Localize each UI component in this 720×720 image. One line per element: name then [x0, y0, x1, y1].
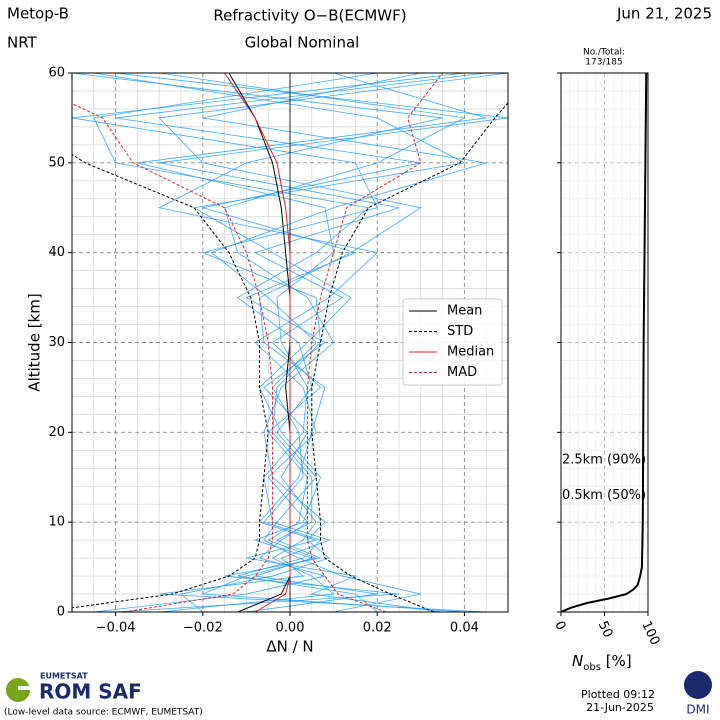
legend-box [402, 298, 503, 386]
x-tick-label: −0.02 [183, 621, 223, 636]
y-tick-label: 10 [48, 515, 65, 530]
nobs-line [561, 73, 648, 612]
legend-label: MAD [447, 365, 477, 380]
y-tick-label: 40 [48, 245, 65, 260]
subtitle: Global Nominal [245, 34, 360, 52]
profile-line [93, 73, 466, 612]
x-axis-label: Nobs [%] [572, 652, 632, 673]
spread-line [72, 153, 269, 609]
dmi-logo [684, 671, 712, 699]
title: Refractivity O−B(ECMWF) [213, 7, 406, 25]
x-tick-label: 50 [595, 619, 616, 640]
x-tick-label: 100 [638, 619, 662, 648]
org: EUMETSAT [40, 672, 88, 681]
y-tick-label: 60 [48, 66, 65, 81]
x-tick-label: −0.04 [96, 621, 136, 636]
spread-line [72, 103, 274, 612]
footer: EUMETSAT ROM SAF (Low-level data source:… [4, 671, 712, 718]
legend-label: Mean [447, 304, 482, 319]
source: (Low-level data source: ECMWF, EUMETSAT) [4, 708, 203, 718]
frame [560, 72, 649, 613]
x-axis-label-part: N [572, 652, 583, 670]
legend: Mean STD Median MAD [402, 298, 503, 386]
brand: ROM SAF [39, 680, 142, 704]
y-tick-label: 20 [48, 425, 65, 440]
y-tick-label: 50 [48, 155, 65, 170]
x-tick-label: 0.00 [276, 621, 305, 636]
nobs-plot: 0 50 100 No./Total:173/185 2.5km (90%) 0.5km … [551, 48, 662, 673]
date: Jun 21, 2025 [616, 5, 712, 23]
x-tick-label: 0.02 [363, 621, 392, 636]
y-tick-label: 0 [57, 605, 65, 620]
institute: DMI [686, 703, 709, 717]
profile-plot: −0.04 −0.02 0.00 0.02 0.04 0 10 20 30 40 50 60 ΔN / … [26, 66, 509, 656]
plot-area [72, 73, 508, 612]
x-axis-label-part: obs [583, 662, 601, 673]
y-tick-label: 30 [48, 335, 65, 350]
y-axis-label: Altitude [km] [26, 293, 44, 391]
satellite: Metop-B [7, 5, 69, 23]
profile-line [72, 73, 465, 612]
x-tick-label: 0.04 [450, 621, 479, 636]
frame [71, 72, 509, 613]
plot-area [561, 73, 648, 612]
logo-mark [18, 686, 34, 690]
profile-line [158, 73, 508, 612]
x-axis-label: ΔN / N [266, 638, 313, 656]
panel-title: No./Total: [583, 48, 625, 58]
mode: NRT [7, 34, 38, 52]
profile-line [93, 73, 421, 612]
panel-title: 173/185 [585, 58, 622, 68]
plotted-date: 21-Jun-2025 [586, 701, 654, 714]
annotation: 0.5km (50%) [562, 488, 646, 503]
legend-label: STD [447, 324, 473, 339]
profile-line [202, 73, 487, 612]
legend-label: Median [447, 345, 494, 360]
x-axis-label-part: [%] [601, 652, 632, 670]
x-tick-label: 0 [551, 619, 568, 633]
spread-line [311, 102, 508, 612]
annotation: 2.5km (90%) [562, 453, 646, 468]
series-line [224, 73, 291, 612]
profile-line [137, 73, 487, 612]
plotted: Plotted 09:12 [581, 688, 655, 701]
